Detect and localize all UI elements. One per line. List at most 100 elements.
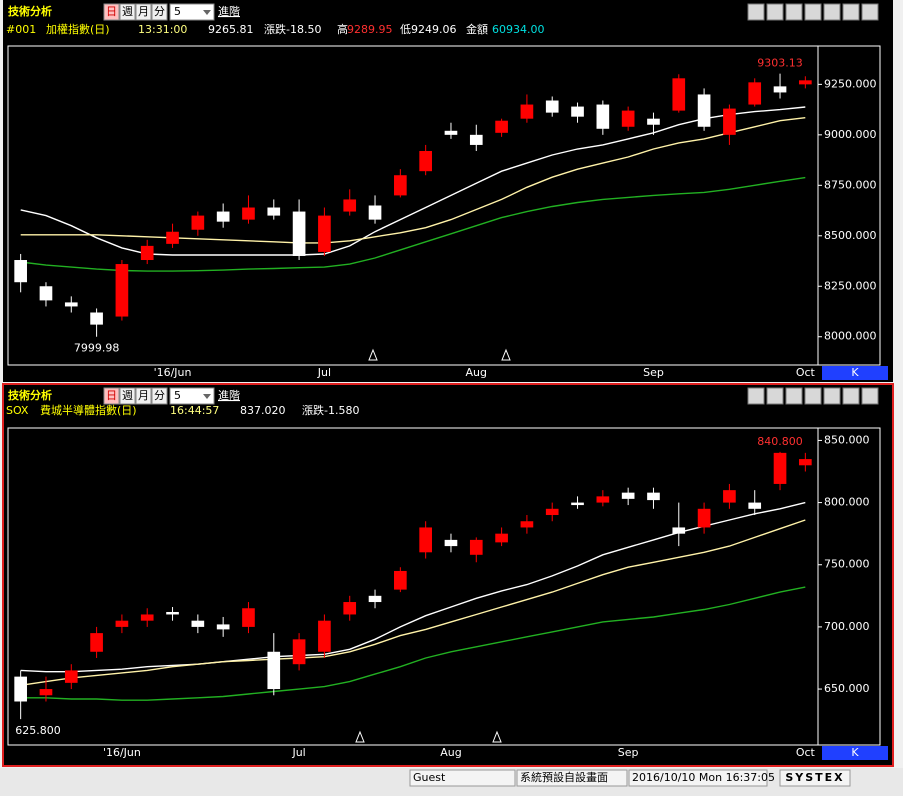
candle-body — [267, 651, 281, 690]
candle-body — [773, 86, 787, 93]
candle-body — [115, 264, 129, 317]
period-button-label[interactable]: 週 — [122, 389, 133, 402]
period-button-label[interactable]: 月 — [138, 389, 149, 402]
toolbar-icon[interactable] — [747, 3, 765, 21]
x-tick-label: Jul — [291, 746, 305, 759]
moving-average — [20, 117, 806, 244]
candle-body — [748, 82, 762, 105]
x-tick-label: Oct — [796, 746, 816, 759]
y-tick-label: 750.000 — [824, 558, 870, 571]
candle-body — [140, 614, 154, 621]
candle-body — [343, 199, 357, 212]
status-cell — [628, 769, 768, 787]
period-button-label[interactable]: 分 — [154, 5, 165, 18]
period-button[interactable] — [119, 3, 136, 21]
y-tick-label: 800.000 — [824, 496, 870, 509]
candle-body — [773, 452, 787, 484]
toolbar-icon[interactable] — [766, 387, 784, 405]
toolbar-icon[interactable] — [804, 3, 822, 21]
period-button[interactable] — [151, 387, 168, 405]
period-button[interactable] — [103, 387, 120, 405]
candle-body — [166, 611, 179, 615]
period-select-value[interactable]: 5 — [174, 389, 181, 402]
marker — [492, 730, 502, 743]
advanced-link[interactable]: 進階 — [218, 388, 240, 402]
quote-field: 9289.95 — [347, 23, 393, 36]
candle-body — [39, 286, 53, 301]
candle-body — [571, 106, 584, 117]
toolbar-icon[interactable] — [842, 387, 860, 405]
candle-body — [318, 620, 331, 652]
quote-field: 低9249.06 — [400, 23, 457, 36]
dropdown-arrow — [203, 394, 211, 399]
y-tick-label: 650.000 — [824, 682, 870, 695]
candle-body — [394, 175, 407, 196]
x-tick-label: '16/Jun — [154, 366, 192, 379]
candle-body — [748, 502, 762, 509]
toolbar-icon[interactable] — [842, 3, 860, 21]
y-tick-label: 9250.000 — [824, 77, 877, 90]
axis-tag-box — [822, 746, 888, 760]
x-tick-label: '16/Jun — [103, 746, 141, 759]
marker — [368, 348, 378, 361]
candle-body — [140, 245, 154, 261]
candle-body — [90, 312, 103, 325]
toolbar-icon[interactable] — [823, 3, 841, 21]
period-button-label[interactable]: 日 — [106, 389, 117, 402]
period-select-value[interactable]: 5 — [174, 5, 181, 18]
candle-body — [267, 207, 281, 216]
quote-field: 13:31:00 — [138, 23, 187, 36]
max-label: 840.800 — [757, 435, 803, 448]
period-button-label[interactable]: 週 — [122, 5, 133, 18]
period-select[interactable] — [169, 3, 215, 21]
x-tick-label: Sep — [618, 746, 639, 759]
candle-body — [39, 689, 53, 696]
toolbar-icon[interactable] — [861, 3, 879, 21]
toolbar-icon[interactable] — [861, 387, 879, 405]
candle-body — [520, 521, 534, 528]
candle-body — [166, 231, 179, 244]
toolbar-icon[interactable] — [747, 387, 765, 405]
candle-body — [343, 602, 357, 615]
candle-body — [723, 108, 736, 135]
candle-body — [394, 570, 407, 590]
moving-average — [20, 586, 806, 701]
advanced-link[interactable]: 進階 — [218, 4, 240, 18]
period-select[interactable] — [169, 387, 215, 405]
status-cell — [516, 769, 628, 787]
period-button-label[interactable]: 分 — [154, 389, 165, 402]
quote-field: 漲跌-18.50 — [264, 22, 321, 36]
candle-body — [495, 533, 508, 543]
period-button-label[interactable]: 日 — [106, 5, 117, 18]
period-button[interactable] — [135, 3, 152, 21]
candle-body — [419, 527, 432, 553]
candle-body — [545, 100, 559, 113]
period-button[interactable] — [119, 387, 136, 405]
dropdown-arrow — [203, 10, 211, 15]
plot-frame — [7, 45, 881, 366]
period-button[interactable] — [135, 387, 152, 405]
plot-frame — [7, 427, 881, 746]
candle-body — [191, 620, 205, 627]
period-button-label[interactable]: 月 — [138, 5, 149, 18]
toolbar-icon[interactable] — [785, 387, 803, 405]
candle-body — [191, 215, 205, 230]
candle-body — [495, 120, 508, 133]
candle-body — [242, 608, 255, 627]
toolbar-icon[interactable] — [766, 3, 784, 21]
toolbar-icon[interactable] — [785, 3, 803, 21]
toolbar-icon[interactable] — [823, 387, 841, 405]
period-button[interactable] — [151, 3, 168, 21]
candle-body — [292, 211, 306, 256]
status-text: Guest — [413, 771, 446, 784]
candle-body — [292, 639, 306, 665]
candle-body — [90, 633, 103, 652]
quote-field: 費城半導體指數(日) — [40, 403, 137, 417]
candle-body — [469, 539, 483, 555]
period-button[interactable] — [103, 3, 120, 21]
candle-body — [64, 670, 78, 683]
x-tick-label: Jul — [317, 366, 331, 379]
toolbar-icon[interactable] — [804, 387, 822, 405]
status-text: 系統預設自設畫面 — [520, 770, 608, 784]
